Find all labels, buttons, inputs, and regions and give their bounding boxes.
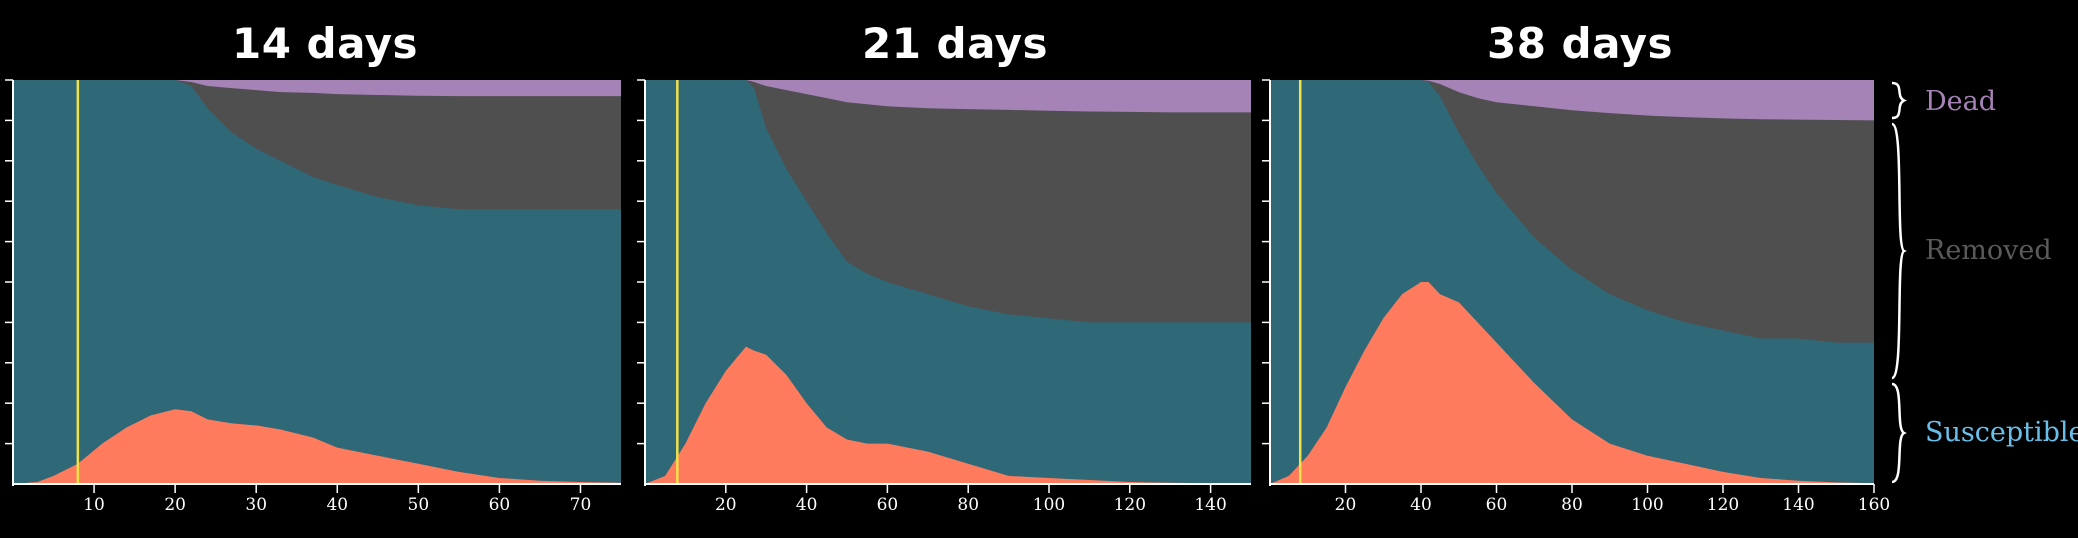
- x-tick-label: 50: [408, 495, 430, 515]
- susceptible-brace: [1891, 382, 1907, 484]
- x-tick-label: 80: [1561, 495, 1583, 515]
- dead-area: [1270, 80, 1874, 121]
- x-tick-label: 70: [570, 495, 592, 515]
- infected-area: [1270, 282, 1874, 484]
- x-tick-label: 20: [715, 495, 737, 515]
- x-tick-label: 140: [1194, 495, 1226, 515]
- x-tick-label: 10: [83, 495, 105, 515]
- x-tick-label: 40: [796, 495, 818, 515]
- removed-area: [1270, 80, 1874, 343]
- x-tick-label: 100: [1631, 495, 1663, 515]
- chart-title-38-days: 38 days: [1486, 19, 1674, 68]
- chart-panel-1: 10 20 30 40 50 60 70: [5, 79, 621, 515]
- removed-brace: [1890, 122, 1907, 380]
- chart-title-14-days: 14 days: [231, 19, 419, 68]
- x-tick-label: 80: [957, 495, 979, 515]
- x-tick-label: 30: [245, 495, 267, 515]
- dead-area: [13, 80, 621, 97]
- legend-label-removed: Removed: [1925, 235, 2052, 266]
- x-tick-label: 120: [1707, 495, 1739, 515]
- chart-panel-2: 20 40 60 80 100 120 140: [637, 79, 1251, 515]
- infected-area: [13, 409, 621, 484]
- chart-panel-3: 20 40 60 80 100 120 140 160: [1262, 79, 1890, 515]
- x-tick-label: 40: [326, 495, 348, 515]
- legend-label-susceptible: Susceptible: [1925, 417, 2078, 448]
- legend: Dead Removed Susceptible: [1890, 81, 2078, 484]
- x-tick-label: 100: [1033, 495, 1065, 515]
- removed-area: [645, 80, 1251, 323]
- x-tick-label: 160: [1858, 495, 1890, 515]
- x-tick-label: 60: [489, 495, 511, 515]
- x-tick-label: 60: [877, 495, 899, 515]
- infected-area: [645, 346, 1251, 484]
- x-tick-label: 120: [1114, 495, 1146, 515]
- dead-brace: [1891, 81, 1907, 120]
- x-tick-label: 60: [1486, 495, 1508, 515]
- x-tick-label: 20: [1335, 495, 1357, 515]
- legend-label-dead: Dead: [1925, 86, 1996, 117]
- x-tick-label: 40: [1410, 495, 1432, 515]
- x-tick-label: 20: [164, 495, 186, 515]
- removed-area: [13, 80, 621, 210]
- chart-title-21-days: 21 days: [861, 19, 1049, 68]
- x-tick-label: 140: [1782, 495, 1814, 515]
- dead-area: [645, 80, 1251, 113]
